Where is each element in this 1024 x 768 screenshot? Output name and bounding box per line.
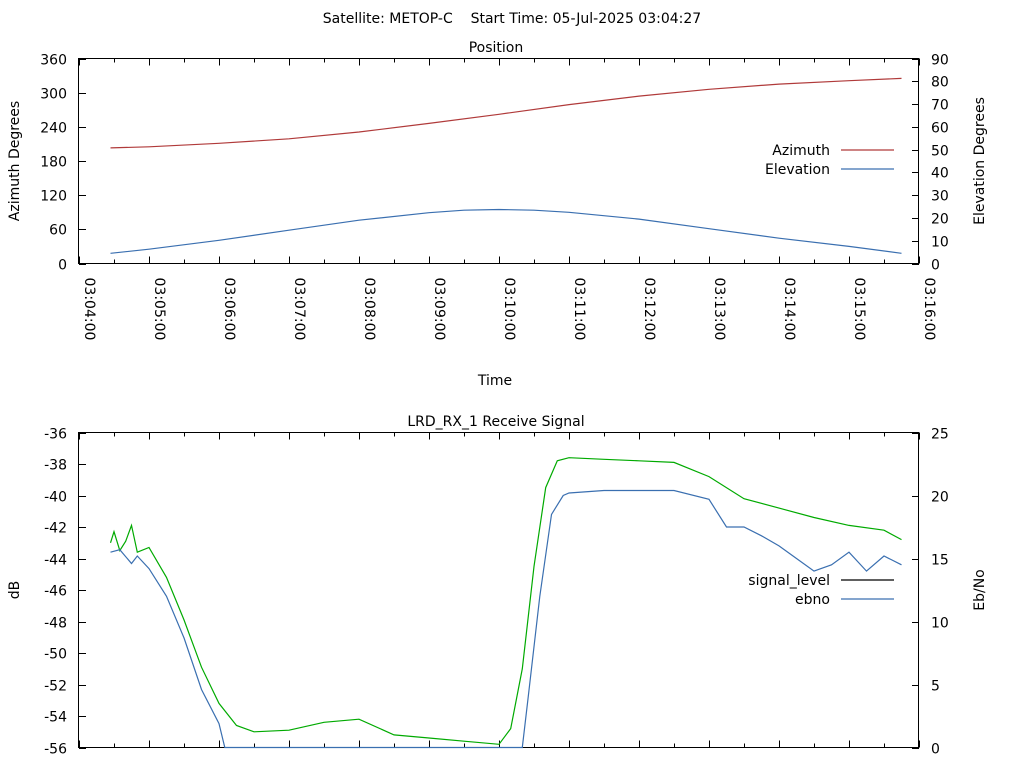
signal-y-axis-label: dB [7, 581, 23, 600]
position-y-tick-label: 60 [49, 223, 67, 239]
signal-series [109, 457, 902, 749]
position-legend-label: Elevation [765, 162, 830, 178]
elevation-series-line [110, 208, 902, 254]
position-y2-tick-label: 40 [931, 166, 949, 182]
position-y2-axis-label: Elevation Degrees [972, 97, 988, 225]
signal-y-tick-label: -38 [44, 458, 67, 474]
signal-y2-tick-label: 20 [931, 490, 949, 506]
position-x-tick-label: 03:10:00 [501, 278, 517, 341]
ebno-series-line [110, 489, 902, 749]
signal-legend-label: ebno [795, 592, 830, 608]
position-x-tick-label: 03:15:00 [851, 278, 867, 341]
signal-y-tick-label: -42 [44, 521, 67, 537]
signal-plot-frame [78, 432, 919, 748]
azimuth-series-line [110, 77, 902, 149]
signal-axes: -56 -54 -52 -50 -48 -46 -44 -42 -40 -38 -36 0 5 10 15 2… [44, 427, 949, 758]
signal-y-tick-label: -40 [44, 490, 67, 506]
position-x-tick-label: 03:09:00 [431, 278, 447, 341]
position-x-tick-label: 03:13:00 [711, 278, 727, 341]
signal-y-tick-label: -54 [44, 710, 67, 726]
position-x-tick-label: 03:11:00 [571, 278, 587, 341]
position-x-tick-label: 03:05:00 [151, 278, 167, 341]
position-y2-tick-label: 70 [931, 98, 949, 114]
signal-y-tick-label: -56 [44, 742, 67, 758]
chart-header-title: Satellite: METOP-C Start Time: 05-Jul-20… [323, 11, 701, 27]
position-x-tick-label: 03:06:00 [221, 278, 237, 341]
signal-level-series-line [109, 457, 902, 745]
signal-y-tick-label: -46 [44, 584, 67, 600]
position-y-tick-label: 0 [58, 258, 67, 274]
signal-y2-tick-label: 15 [931, 553, 949, 569]
signal-legend-label: signal_level [748, 573, 830, 589]
signal-y-tick-label: -44 [44, 553, 67, 569]
position-y2-tick-label: 10 [931, 235, 949, 251]
position-x-tick-label: 03:16:00 [921, 278, 937, 341]
position-y-tick-label: 240 [40, 121, 67, 137]
position-axes: 0 60 120 180 240 300 360 0 10 20 30 40 50 60 70 80 90 03:… [40, 53, 949, 341]
signal-y2-tick-label: 25 [931, 427, 949, 443]
signal-chart: LRD_RX_1 Receive Signal dB Eb/No -56-54-… [7, 414, 988, 758]
signal-y2-tick-label: 5 [931, 679, 940, 695]
position-x-tick-label: 03:14:00 [781, 278, 797, 341]
position-plot-frame [78, 58, 919, 264]
position-y2-tick-label: 80 [931, 75, 949, 91]
position-x-tick-label: 03:08:00 [361, 278, 377, 341]
position-x-tick-label: 03:04:00 [81, 278, 97, 341]
position-y2-tick-label: 90 [931, 53, 949, 69]
position-legend: Azimuth Elevation [765, 143, 894, 178]
position-x-tick-label: 03:07:00 [291, 278, 307, 341]
signal-y-tick-label: -52 [44, 679, 67, 695]
signal-y-tick-label: -48 [44, 616, 67, 632]
signal-y2-axis-label: Eb/No [972, 569, 988, 611]
position-legend-label: Azimuth [772, 143, 830, 159]
position-y2-tick-label: 50 [931, 144, 949, 160]
signal-y-tick-label: -50 [44, 647, 67, 663]
position-chart-title: Position [469, 40, 524, 56]
position-y-tick-label: 300 [40, 87, 67, 103]
signal-y-tick-label: -36 [44, 427, 67, 443]
position-y2-tick-label: 0 [931, 258, 940, 274]
position-x-axis-label: Time [477, 373, 512, 389]
position-x-tick-label: 03:12:00 [641, 278, 657, 341]
signal-y2-tick-label: 10 [931, 616, 949, 632]
position-chart: Position Azimuth Degrees Elevation Degre… [7, 40, 988, 389]
position-series [110, 77, 902, 254]
position-y-axis-label: Azimuth Degrees [7, 101, 23, 221]
signal-y2-tick-label: 0 [931, 742, 940, 758]
position-y2-tick-label: 30 [931, 189, 949, 205]
position-y2-tick-label: 20 [931, 212, 949, 228]
signal-chart-title: LRD_RX_1 Receive Signal [407, 414, 584, 430]
position-y2-tick-label: 60 [931, 121, 949, 137]
position-y-tick-label: 120 [40, 189, 67, 205]
position-y-tick-label: 180 [40, 155, 67, 171]
position-y-tick-label: 360 [40, 53, 67, 69]
